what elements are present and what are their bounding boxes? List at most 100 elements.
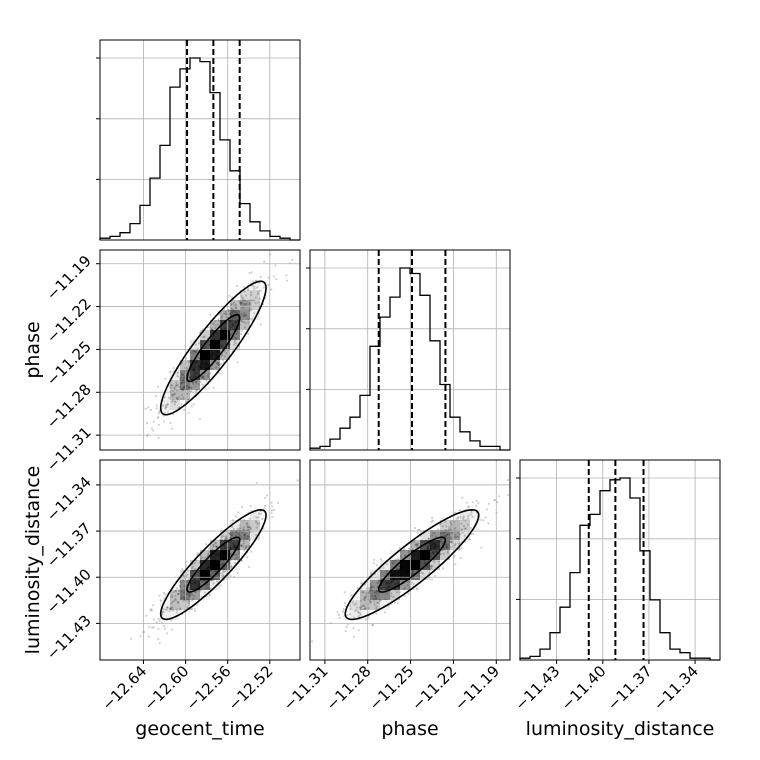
sample-point-phase-vs-luminosity-distance xyxy=(387,582,390,586)
sample-point-geocent-time-vs-phase xyxy=(189,377,192,380)
sample-point-phase-vs-luminosity-distance xyxy=(433,546,436,549)
sample-point-geocent-time-vs-phase xyxy=(155,404,159,407)
sample-point-geocent-time-vs-phase xyxy=(250,293,253,296)
sample-point-geocent-time-vs-luminosity-distance xyxy=(204,587,207,590)
sample-point-geocent-time-vs-phase xyxy=(244,314,247,317)
sample-point-geocent-time-vs-phase xyxy=(193,367,196,370)
sample-point-geocent-time-vs-phase xyxy=(187,361,190,364)
sample-point-phase-vs-luminosity-distance xyxy=(427,537,430,541)
sample-point-phase-vs-luminosity-distance xyxy=(384,598,387,601)
sample-point-geocent-time-vs-phase xyxy=(194,351,197,354)
sample-point-phase-vs-luminosity-distance xyxy=(441,548,444,552)
sample-point-phase-vs-luminosity-distance xyxy=(399,569,402,572)
sample-point-geocent-time-vs-luminosity-distance xyxy=(231,534,234,537)
density-cell-geocent-time-vs-phase xyxy=(240,320,250,330)
sample-point-phase-vs-luminosity-distance xyxy=(393,573,396,576)
sample-point-phase-vs-luminosity-distance xyxy=(348,613,351,616)
sample-point-geocent-time-vs-luminosity-distance xyxy=(272,508,275,512)
sample-point-geocent-time-vs-phase xyxy=(205,355,208,359)
sample-point-phase-vs-luminosity-distance xyxy=(442,567,445,570)
sample-point-geocent-time-vs-luminosity-distance xyxy=(196,552,199,555)
sample-point-geocent-time-vs-luminosity-distance xyxy=(208,574,212,577)
sample-point-geocent-time-vs-luminosity-distance xyxy=(162,591,165,595)
sample-point-phase-vs-luminosity-distance xyxy=(421,557,425,560)
sample-point-geocent-time-vs-phase xyxy=(146,421,149,425)
sample-point-phase-vs-luminosity-distance xyxy=(361,591,364,594)
sample-point-phase-vs-luminosity-distance xyxy=(475,504,478,507)
sample-point-phase-vs-luminosity-distance xyxy=(375,589,378,593)
sample-point-geocent-time-vs-phase xyxy=(234,324,237,327)
sample-point-geocent-time-vs-luminosity-distance xyxy=(233,545,236,548)
sample-point-phase-vs-luminosity-distance xyxy=(445,546,449,549)
sample-point-geocent-time-vs-luminosity-distance xyxy=(222,553,226,556)
sample-point-geocent-time-vs-luminosity-distance xyxy=(195,580,198,583)
sample-point-geocent-time-vs-luminosity-distance xyxy=(182,574,185,577)
sample-point-geocent-time-vs-phase xyxy=(212,358,215,361)
sample-point-phase-vs-luminosity-distance xyxy=(429,556,433,559)
sample-point-geocent-time-vs-luminosity-distance xyxy=(170,605,173,609)
sample-point-phase-vs-luminosity-distance xyxy=(383,611,387,614)
density-cell-geocent-time-vs-luminosity-distance xyxy=(180,580,190,590)
sample-point-geocent-time-vs-phase xyxy=(190,390,193,393)
sample-point-phase-vs-luminosity-distance xyxy=(400,566,403,569)
sample-point-phase-vs-luminosity-distance xyxy=(416,531,419,534)
sample-point-phase-vs-luminosity-distance xyxy=(445,545,448,549)
sample-point-geocent-time-vs-luminosity-distance xyxy=(198,574,201,577)
sample-point-geocent-time-vs-luminosity-distance xyxy=(236,572,239,575)
sample-point-phase-vs-luminosity-distance xyxy=(398,573,401,577)
y-tick-label-phase: −11.31 xyxy=(43,423,95,475)
sample-point-geocent-time-vs-luminosity-distance xyxy=(270,511,273,514)
sample-point-phase-vs-luminosity-distance xyxy=(344,604,347,608)
sample-point-phase-vs-luminosity-distance xyxy=(426,549,429,553)
sample-point-geocent-time-vs-phase xyxy=(248,271,251,275)
sample-point-geocent-time-vs-phase xyxy=(150,427,153,430)
sample-point-geocent-time-vs-luminosity-distance xyxy=(248,565,251,569)
sample-point-geocent-time-vs-phase xyxy=(211,322,214,325)
sample-point-phase-vs-luminosity-distance xyxy=(357,615,360,618)
sample-point-phase-vs-luminosity-distance xyxy=(445,533,448,536)
sample-point-phase-vs-luminosity-distance xyxy=(424,561,427,564)
density-cell-geocent-time-vs-luminosity-distance xyxy=(250,530,260,540)
density-cell-phase-vs-luminosity-distance xyxy=(450,530,460,540)
sample-point-phase-vs-luminosity-distance xyxy=(400,565,403,568)
sample-point-geocent-time-vs-luminosity-distance xyxy=(157,627,160,630)
sample-point-geocent-time-vs-luminosity-distance xyxy=(248,531,252,534)
sample-point-geocent-time-vs-luminosity-distance xyxy=(247,525,250,528)
sample-point-phase-vs-luminosity-distance xyxy=(372,585,376,589)
sample-point-phase-vs-luminosity-distance xyxy=(404,571,407,574)
sample-point-geocent-time-vs-luminosity-distance xyxy=(224,550,227,553)
sample-point-geocent-time-vs-luminosity-distance xyxy=(189,582,193,585)
sample-point-phase-vs-luminosity-distance xyxy=(472,532,475,536)
sample-point-geocent-time-vs-luminosity-distance xyxy=(237,551,241,554)
sample-point-geocent-time-vs-phase xyxy=(177,371,180,374)
sample-point-phase-vs-luminosity-distance xyxy=(363,599,367,602)
sample-point-phase-vs-luminosity-distance xyxy=(421,540,424,544)
sample-point-geocent-time-vs-luminosity-distance xyxy=(236,527,239,530)
sample-point-phase-vs-luminosity-distance xyxy=(428,568,432,572)
sample-point-phase-vs-luminosity-distance xyxy=(349,604,352,608)
density-cell-geocent-time-vs-luminosity-distance xyxy=(190,590,200,600)
sample-point-phase-vs-luminosity-distance xyxy=(480,546,483,549)
sample-point-phase-vs-luminosity-distance xyxy=(377,601,380,604)
sample-point-phase-vs-luminosity-distance xyxy=(429,565,433,568)
sample-point-geocent-time-vs-luminosity-distance xyxy=(217,567,220,570)
sample-point-geocent-time-vs-luminosity-distance xyxy=(209,587,212,590)
sample-point-geocent-time-vs-phase xyxy=(192,403,195,406)
density-cell-phase-vs-luminosity-distance xyxy=(440,550,450,560)
sample-point-geocent-time-vs-phase xyxy=(196,370,199,373)
sample-point-geocent-time-vs-phase xyxy=(231,296,234,299)
sample-point-geocent-time-vs-phase xyxy=(249,303,252,306)
density-cell-geocent-time-vs-luminosity-distance xyxy=(230,550,240,560)
sample-point-geocent-time-vs-phase xyxy=(222,332,225,335)
sample-point-geocent-time-vs-phase xyxy=(235,337,238,340)
sample-point-geocent-time-vs-phase xyxy=(232,302,235,305)
sample-point-geocent-time-vs-phase xyxy=(221,344,224,347)
sample-point-phase-vs-luminosity-distance xyxy=(457,531,460,534)
sample-point-phase-vs-luminosity-distance xyxy=(466,523,469,526)
sample-point-phase-vs-luminosity-distance xyxy=(416,543,419,547)
sample-point-geocent-time-vs-luminosity-distance xyxy=(198,569,201,573)
sample-point-geocent-time-vs-phase xyxy=(208,353,211,356)
sample-point-geocent-time-vs-phase xyxy=(182,387,185,390)
sample-point-geocent-time-vs-phase xyxy=(216,333,220,336)
sample-point-phase-vs-luminosity-distance xyxy=(378,580,381,583)
